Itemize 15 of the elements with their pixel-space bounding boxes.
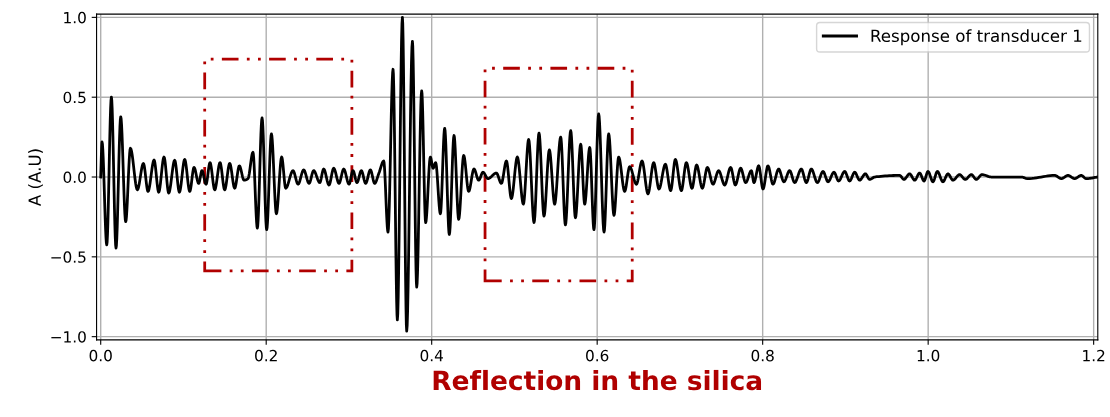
y-axis-title: A (A.U): [28, 149, 43, 207]
x-tick-label: 1.0: [917, 349, 940, 362]
x-tick-label: 0.8: [751, 349, 774, 362]
y-tick-label: −1.0: [51, 331, 86, 343]
x-tick-label: 0.2: [255, 349, 277, 362]
x-tick-label: 0.4: [420, 349, 443, 362]
y-tick-label: 0.0: [63, 171, 86, 184]
y-tick-label: −0.5: [51, 251, 86, 263]
y-tick-label: 0.5: [63, 91, 86, 104]
y-tick-label: 1.0: [64, 11, 86, 24]
x-axis-title: Reflection in the silica: [433, 369, 762, 391]
x-tick-label: 1.2: [1083, 349, 1105, 362]
x-tick-label: 0.0: [89, 349, 112, 362]
legend-label: Response of transducer 1: [871, 29, 1082, 46]
x-tick-label: 0.6: [586, 349, 609, 362]
